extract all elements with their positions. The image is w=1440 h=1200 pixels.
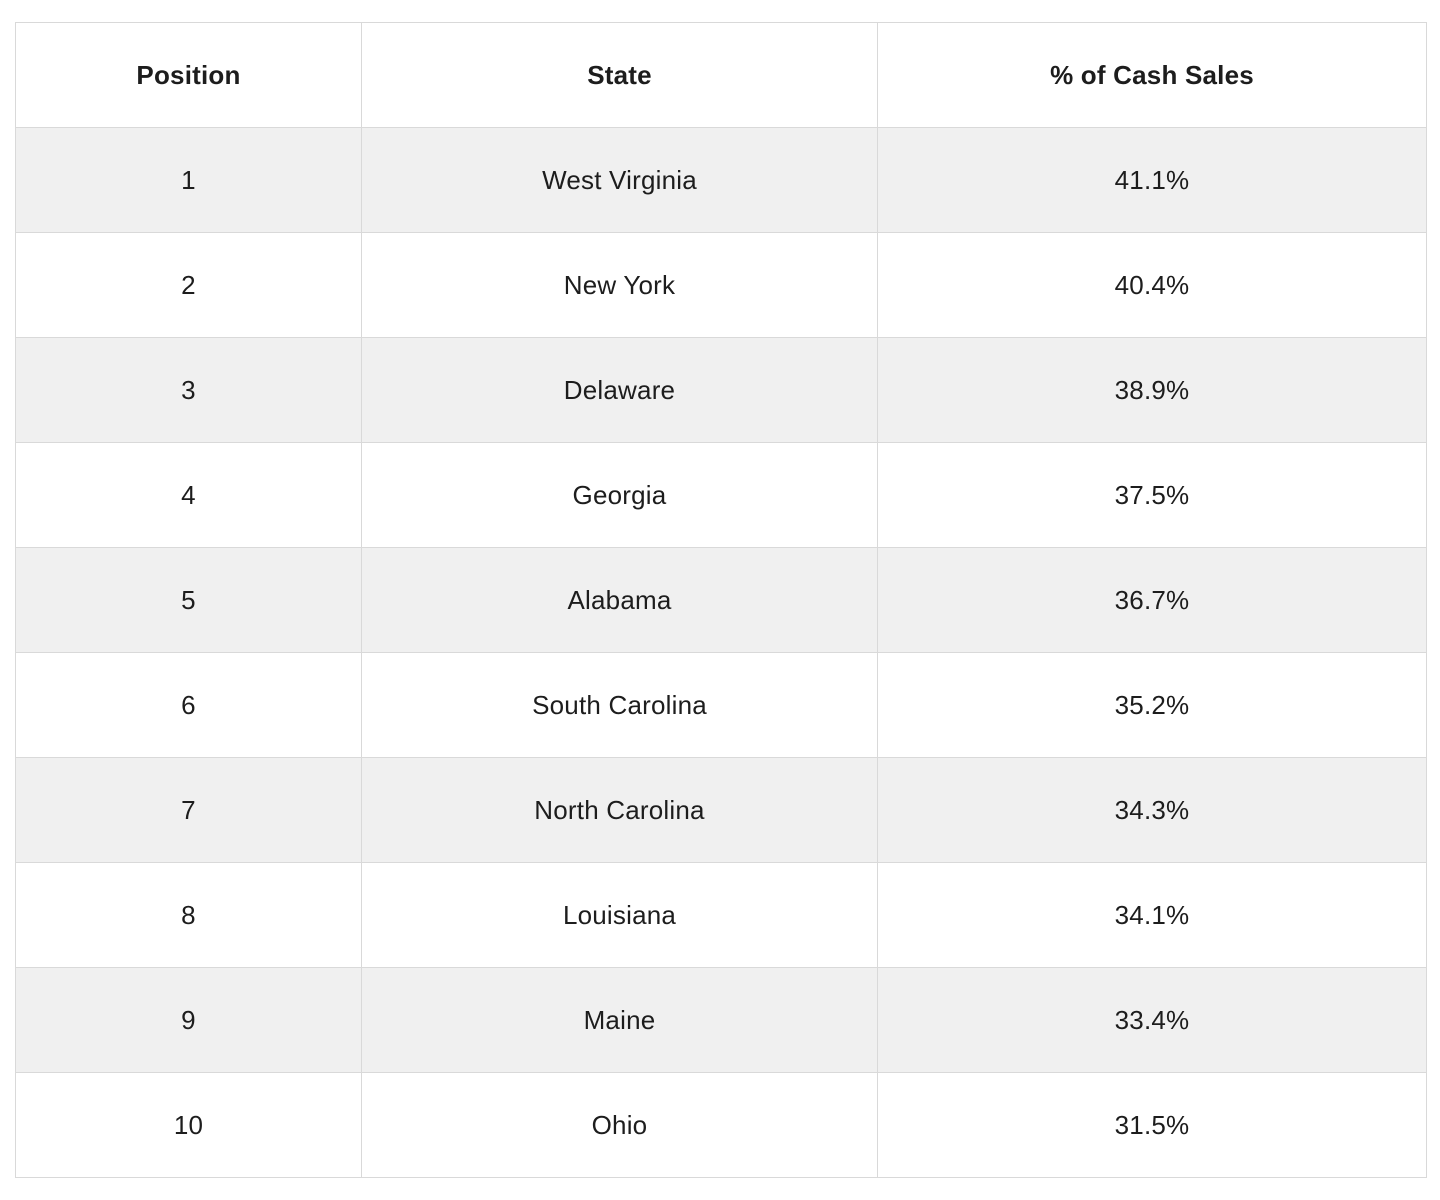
position-cell: 6: [15, 652, 362, 758]
table-row: 5 Alabama 36.7%: [15, 547, 1427, 653]
position-cell: 4: [15, 442, 362, 548]
table-row: 9 Maine 33.4%: [15, 967, 1427, 1073]
percent-cell: 35.2%: [877, 652, 1427, 758]
percent-cell: 34.3%: [877, 757, 1427, 863]
table-row: 8 Louisiana 34.1%: [15, 862, 1427, 968]
percent-cell: 34.1%: [877, 862, 1427, 968]
cash-sales-table: Position State % of Cash Sales 1 West Vir…: [15, 22, 1427, 1178]
table-body: 1 West Virginia 41.1% 2 New York 40.4% 3 Delawa…: [15, 127, 1427, 1178]
position-cell: 9: [15, 967, 362, 1073]
position-cell: 7: [15, 757, 362, 863]
table-row: 7 North Carolina 34.3%: [15, 757, 1427, 863]
state-cell: Louisiana: [361, 862, 878, 968]
percent-cell: 37.5%: [877, 442, 1427, 548]
state-cell: Ohio: [361, 1072, 878, 1178]
table-row: 10 Ohio 31.5%: [15, 1072, 1427, 1178]
table-row: 2 New York 40.4%: [15, 232, 1427, 338]
table-row: 6 South Carolina 35.2%: [15, 652, 1427, 758]
state-cell: West Virginia: [361, 127, 878, 233]
percent-cell: 40.4%: [877, 232, 1427, 338]
state-cell: New York: [361, 232, 878, 338]
percent-cell: 41.1%: [877, 127, 1427, 233]
position-cell: 1: [15, 127, 362, 233]
header-position: Position: [15, 22, 362, 128]
state-cell: Georgia: [361, 442, 878, 548]
state-cell: Delaware: [361, 337, 878, 443]
position-cell: 10: [15, 1072, 362, 1178]
position-cell: 8: [15, 862, 362, 968]
position-cell: 3: [15, 337, 362, 443]
position-cell: 2: [15, 232, 362, 338]
table-row: 1 West Virginia 41.1%: [15, 127, 1427, 233]
state-cell: Alabama: [361, 547, 878, 653]
state-cell: Maine: [361, 967, 878, 1073]
percent-cell: 33.4%: [877, 967, 1427, 1073]
table-row: 3 Delaware 38.9%: [15, 337, 1427, 443]
state-cell: North Carolina: [361, 757, 878, 863]
header-state: State: [361, 22, 878, 128]
state-cell: South Carolina: [361, 652, 878, 758]
position-cell: 5: [15, 547, 362, 653]
percent-cell: 36.7%: [877, 547, 1427, 653]
header-row: Position State % of Cash Sales: [15, 22, 1427, 128]
table-row: 4 Georgia 37.5%: [15, 442, 1427, 548]
percent-cell: 31.5%: [877, 1072, 1427, 1178]
header-percent-cash-sales: % of Cash Sales: [877, 22, 1427, 128]
percent-cell: 38.9%: [877, 337, 1427, 443]
